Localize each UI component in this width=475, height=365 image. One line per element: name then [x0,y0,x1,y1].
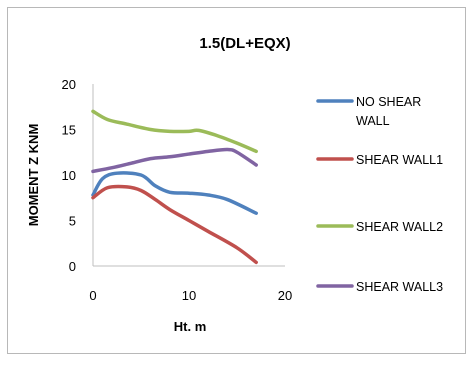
series-line-shear-wall3 [91,147,258,174]
chart-border [7,7,466,354]
x-tick-label: 20 [278,288,292,303]
legend-label-line: SHEAR WALL1 [356,153,443,167]
x-tick-label: 10 [182,288,196,303]
legend-label: SHEAR WALL2 [356,220,443,234]
legend-label-line: NO SHEAR [356,95,421,109]
y-axis: 0 5 10 15 20 MOMENT Z KNM [26,77,94,274]
legend-item-no-shear-wall: NO SHEAR WALL [316,95,421,128]
y-tick-label: 10 [62,168,76,183]
series-line-shear-wall1 [91,184,258,265]
legend-label-line: SHEAR WALL3 [356,280,443,294]
x-axis-label: Ht. m [174,319,207,334]
plot-series [91,109,258,265]
legend-item-shear-wall1: SHEAR WALL1 [316,153,443,167]
legend-item-shear-wall2: SHEAR WALL2 [316,220,443,234]
series-line-shear-wall2 [91,109,258,154]
legend-label-line: SHEAR WALL2 [356,220,443,234]
y-tick-label: 20 [62,77,76,92]
y-tick-label: 15 [62,123,76,138]
y-tick-labels: 0 5 10 15 20 [62,77,76,274]
y-tick-label: 5 [69,214,76,229]
legend-label: NO SHEAR WALL [356,95,421,128]
y-tick-label: 0 [69,259,76,274]
legend-item-shear-wall3: SHEAR WALL3 [316,280,443,294]
x-axis: 0 10 20 Ht. m [89,265,292,334]
x-tick-label: 0 [89,288,96,303]
y-axis-label: MOMENT Z KNM [26,124,41,227]
series-line-no-shear-wall [91,171,258,215]
legend-label-line: WALL [356,114,390,128]
chart-title: 1.5(DL+EQX) [199,35,290,52]
legend-label: SHEAR WALL1 [356,153,443,167]
x-tick-labels: 0 10 20 [89,288,292,303]
legend-label: SHEAR WALL3 [356,280,443,294]
legend: NO SHEAR WALL SHEAR WALL1 SHEAR WALL2 SHEAR … [316,95,443,294]
